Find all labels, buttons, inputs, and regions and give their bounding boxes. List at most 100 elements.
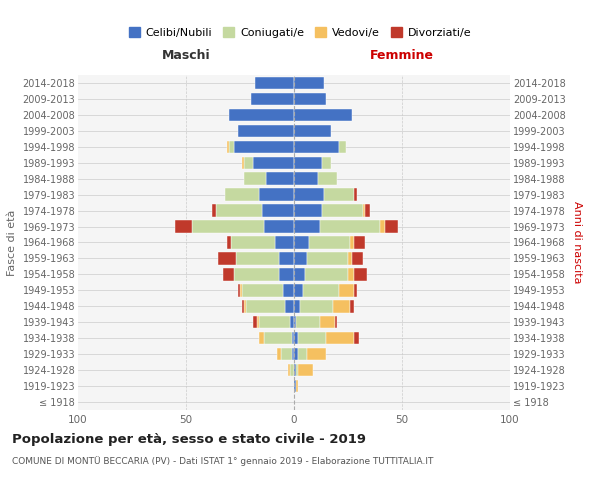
- Bar: [257, 316, 259, 328]
- Bar: [279, 268, 294, 280]
- Bar: [294, 236, 309, 248]
- Bar: [340, 284, 355, 296]
- Bar: [264, 220, 294, 233]
- Bar: [294, 348, 298, 360]
- Bar: [229, 140, 233, 153]
- Bar: [175, 220, 193, 233]
- Bar: [301, 300, 333, 312]
- Bar: [355, 332, 359, 344]
- Bar: [352, 252, 363, 264]
- Bar: [307, 348, 326, 360]
- Bar: [233, 140, 294, 153]
- Text: COMUNE DI MONTÜ BECCARIA (PV) - Dati ISTAT 1° gennaio 2019 - Elaborazione TUTTIT: COMUNE DI MONTÜ BECCARIA (PV) - Dati IST…: [12, 456, 433, 466]
- Bar: [287, 364, 290, 376]
- Bar: [385, 220, 398, 233]
- Bar: [259, 188, 294, 201]
- Bar: [309, 236, 350, 248]
- Bar: [242, 284, 283, 296]
- Bar: [227, 140, 229, 153]
- Bar: [294, 204, 322, 217]
- Bar: [322, 204, 363, 217]
- Bar: [236, 252, 279, 264]
- Bar: [296, 316, 320, 328]
- Bar: [255, 77, 294, 89]
- Bar: [365, 204, 370, 217]
- Bar: [355, 188, 356, 201]
- Y-axis label: Anni di nascita: Anni di nascita: [572, 201, 582, 284]
- Bar: [225, 188, 259, 201]
- Bar: [244, 156, 253, 169]
- Bar: [348, 252, 352, 264]
- Bar: [275, 236, 294, 248]
- Bar: [335, 316, 337, 328]
- Bar: [318, 172, 337, 185]
- Bar: [298, 364, 313, 376]
- Bar: [244, 172, 266, 185]
- Bar: [294, 380, 296, 392]
- Bar: [212, 204, 216, 217]
- Bar: [355, 236, 365, 248]
- Bar: [292, 348, 294, 360]
- Bar: [298, 348, 307, 360]
- Bar: [277, 348, 281, 360]
- Bar: [193, 220, 264, 233]
- Bar: [292, 332, 294, 344]
- Bar: [290, 316, 294, 328]
- Bar: [322, 156, 331, 169]
- Bar: [296, 380, 298, 392]
- Bar: [355, 268, 367, 280]
- Bar: [240, 284, 242, 296]
- Bar: [294, 284, 302, 296]
- Bar: [355, 284, 356, 296]
- Bar: [218, 252, 236, 264]
- Y-axis label: Fasce di età: Fasce di età: [7, 210, 17, 276]
- Bar: [294, 124, 331, 137]
- Bar: [294, 316, 296, 328]
- Bar: [333, 300, 350, 312]
- Legend: Celibi/Nubili, Coniugati/e, Vedovi/e, Divorziati/e: Celibi/Nubili, Coniugati/e, Vedovi/e, Di…: [124, 23, 476, 42]
- Bar: [294, 332, 298, 344]
- Bar: [294, 108, 352, 121]
- Bar: [326, 332, 355, 344]
- Bar: [324, 188, 355, 201]
- Bar: [242, 300, 244, 312]
- Bar: [229, 108, 294, 121]
- Bar: [350, 236, 355, 248]
- Text: Popolazione per età, sesso e stato civile - 2019: Popolazione per età, sesso e stato civil…: [12, 432, 366, 446]
- Bar: [238, 284, 240, 296]
- Bar: [286, 300, 294, 312]
- Bar: [294, 172, 318, 185]
- Text: Femmine: Femmine: [370, 50, 434, 62]
- Bar: [279, 252, 294, 264]
- Bar: [294, 252, 307, 264]
- Bar: [340, 140, 346, 153]
- Bar: [253, 156, 294, 169]
- Bar: [294, 188, 324, 201]
- Bar: [350, 300, 355, 312]
- Bar: [266, 172, 294, 185]
- Bar: [242, 156, 244, 169]
- Bar: [294, 140, 340, 153]
- Bar: [253, 316, 257, 328]
- Bar: [305, 268, 348, 280]
- Bar: [294, 268, 305, 280]
- Bar: [380, 220, 385, 233]
- Bar: [290, 364, 294, 376]
- Bar: [307, 252, 348, 264]
- Bar: [294, 364, 296, 376]
- Bar: [283, 284, 294, 296]
- Bar: [294, 92, 326, 105]
- Bar: [262, 204, 294, 217]
- Bar: [363, 204, 365, 217]
- Bar: [296, 364, 298, 376]
- Bar: [320, 316, 335, 328]
- Bar: [223, 268, 233, 280]
- Bar: [232, 236, 275, 248]
- Bar: [294, 77, 324, 89]
- Bar: [227, 236, 232, 248]
- Bar: [247, 300, 286, 312]
- Bar: [294, 220, 320, 233]
- Bar: [251, 92, 294, 105]
- Text: Maschi: Maschi: [161, 50, 211, 62]
- Bar: [320, 220, 380, 233]
